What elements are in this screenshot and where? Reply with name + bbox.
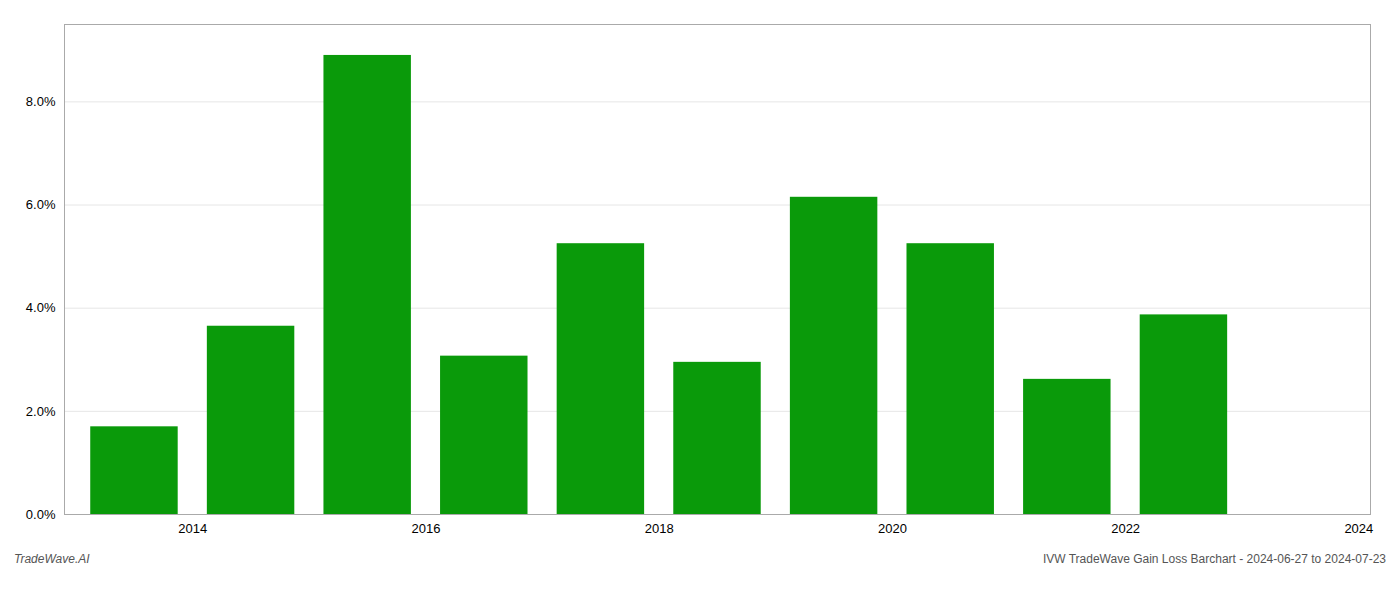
svg-text:4.0%: 4.0% bbox=[26, 300, 56, 315]
svg-text:2018: 2018 bbox=[645, 521, 674, 536]
svg-text:2020: 2020 bbox=[878, 521, 907, 536]
svg-text:8.0%: 8.0% bbox=[26, 94, 56, 109]
html-text:IVW TradeWave Gain Loss Barcha: IVW TradeWave Gain Loss Barchart - 2024-… bbox=[1042, 552, 1386, 566]
svg-text:2.0%: 2.0% bbox=[26, 404, 56, 419]
svg-text:2016: 2016 bbox=[412, 521, 441, 536]
svg-text:2024: 2024 bbox=[1344, 521, 1373, 536]
svg-text:6.0%: 6.0% bbox=[26, 197, 56, 212]
svg-text:2014: 2014 bbox=[178, 521, 207, 536]
html-text:TradeWave.AI: TradeWave.AI bbox=[14, 552, 90, 566]
svg-text:0.0%: 0.0% bbox=[26, 507, 56, 522]
svg-text:2022: 2022 bbox=[1111, 521, 1140, 536]
